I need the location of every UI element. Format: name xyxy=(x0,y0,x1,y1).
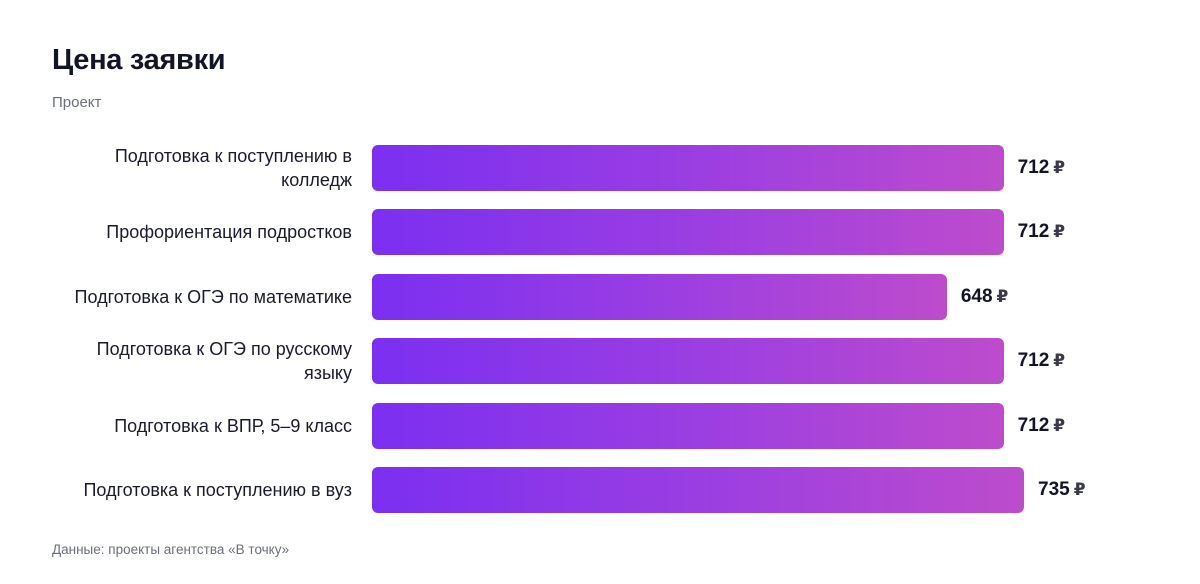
category-label: Подготовка к ОГЭ по математике xyxy=(74,286,352,307)
currency-symbol: ₽ xyxy=(996,286,1009,306)
category-label: Подготовка к ОГЭ по русскому языку xyxy=(96,339,352,384)
value-label: 712 ₽ xyxy=(1018,415,1066,437)
value-label: 712 ₽ xyxy=(1018,157,1066,179)
bar xyxy=(372,467,1024,513)
category-label: Подготовка к поступлению в вуз xyxy=(83,480,352,500)
bar xyxy=(372,209,1004,256)
value-number: 648 xyxy=(960,285,993,307)
value-number: 712 xyxy=(1017,157,1050,178)
value-number: 712 xyxy=(1017,350,1050,372)
value-label: 712 ₽ xyxy=(1018,350,1066,372)
bar xyxy=(372,145,1004,191)
value-label: 648 ₽ xyxy=(961,286,1009,308)
currency-symbol: ₽ xyxy=(1053,415,1066,435)
category-label: Подготовка к ВПР, 5–9 класс xyxy=(114,415,352,436)
chart-title: Цена заявки xyxy=(52,44,226,76)
currency-symbol: ₽ xyxy=(1053,158,1066,177)
value-label: 735 ₽ xyxy=(1038,479,1086,501)
category-label: Подготовка к поступлению в колледж xyxy=(114,146,352,190)
value-number: 712 xyxy=(1017,414,1050,436)
value-label: 712 ₽ xyxy=(1018,221,1066,243)
category-label: Профориентация подростков xyxy=(106,222,352,243)
currency-symbol: ₽ xyxy=(1053,222,1066,242)
bar xyxy=(372,402,1004,449)
value-number: 735 xyxy=(1038,479,1070,500)
bar xyxy=(372,273,947,320)
bar xyxy=(372,338,1004,385)
currency-symbol: ₽ xyxy=(1073,480,1086,499)
chart-subtitle: Проект xyxy=(52,94,102,111)
value-number: 712 xyxy=(1017,221,1050,243)
currency-symbol: ₽ xyxy=(1053,351,1066,371)
chart-source-note: Данные: проекты агентства «В точку» xyxy=(52,542,290,557)
